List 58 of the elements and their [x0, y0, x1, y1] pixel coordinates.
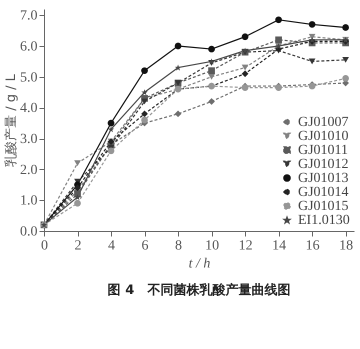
point	[342, 75, 349, 82]
point	[141, 67, 148, 74]
y-tick-label: 0.0	[20, 224, 38, 240]
point	[108, 120, 114, 126]
point	[74, 160, 81, 166]
x-tick-label: 14	[272, 238, 286, 254]
point	[308, 58, 316, 64]
legend-label: GJ01013	[298, 171, 349, 186]
y-tick-label: 6.0	[20, 40, 38, 54]
point	[74, 184, 81, 192]
point	[141, 116, 148, 124]
y-tick-label: 2.0	[20, 162, 38, 178]
x-tick-label: 8	[175, 238, 182, 254]
point	[141, 98, 148, 104]
legend-label: GJ01011	[298, 143, 348, 158]
y-tick-label: 5.0	[20, 70, 38, 86]
x-tick-label: 16	[306, 238, 320, 254]
point	[208, 98, 215, 105]
x-tick-label: 6	[142, 238, 149, 254]
point	[174, 64, 182, 71]
point	[342, 24, 349, 31]
point	[342, 56, 349, 63]
point	[174, 42, 182, 50]
point	[141, 89, 148, 96]
x-axis-title: t / h	[188, 256, 210, 272]
x-tick-label: 10	[205, 238, 220, 254]
x-tick-label: 18	[339, 238, 354, 254]
caption: 图 4 不同菌株乳酸产量曲线图	[108, 282, 290, 298]
point	[275, 16, 282, 24]
legend-label: GJ01007	[298, 115, 349, 130]
point	[208, 67, 215, 74]
point	[242, 64, 248, 70]
point	[174, 110, 182, 118]
point	[74, 200, 81, 207]
legend-label: GJ01010	[298, 129, 349, 144]
point	[242, 33, 248, 40]
x-tick-label: 0	[41, 238, 48, 254]
point	[74, 194, 81, 200]
x-tick-label: 12	[238, 238, 253, 254]
legend-label: GJ01014	[298, 185, 349, 200]
x-tick-label: 2	[74, 238, 82, 254]
y-tick-label: 4.0	[20, 101, 38, 116]
legend-label: EI1.0130	[298, 213, 350, 228]
point	[275, 36, 282, 44]
y-tick-label: 3.0	[20, 132, 38, 147]
y-tick-label: 1.0	[20, 194, 38, 209]
point	[208, 74, 215, 80]
y-tick-label: 7.0	[20, 8, 38, 24]
point	[108, 126, 114, 132]
legend-label: GJ01015	[298, 199, 349, 214]
x-tick-label: 4	[108, 238, 116, 254]
point	[108, 147, 114, 154]
point	[141, 110, 148, 118]
y-axis-title: 乳酸产量 / g / L	[4, 73, 19, 167]
point	[308, 21, 316, 28]
point	[208, 46, 215, 52]
point	[242, 70, 248, 78]
legend-label: GJ01012	[298, 157, 349, 172]
